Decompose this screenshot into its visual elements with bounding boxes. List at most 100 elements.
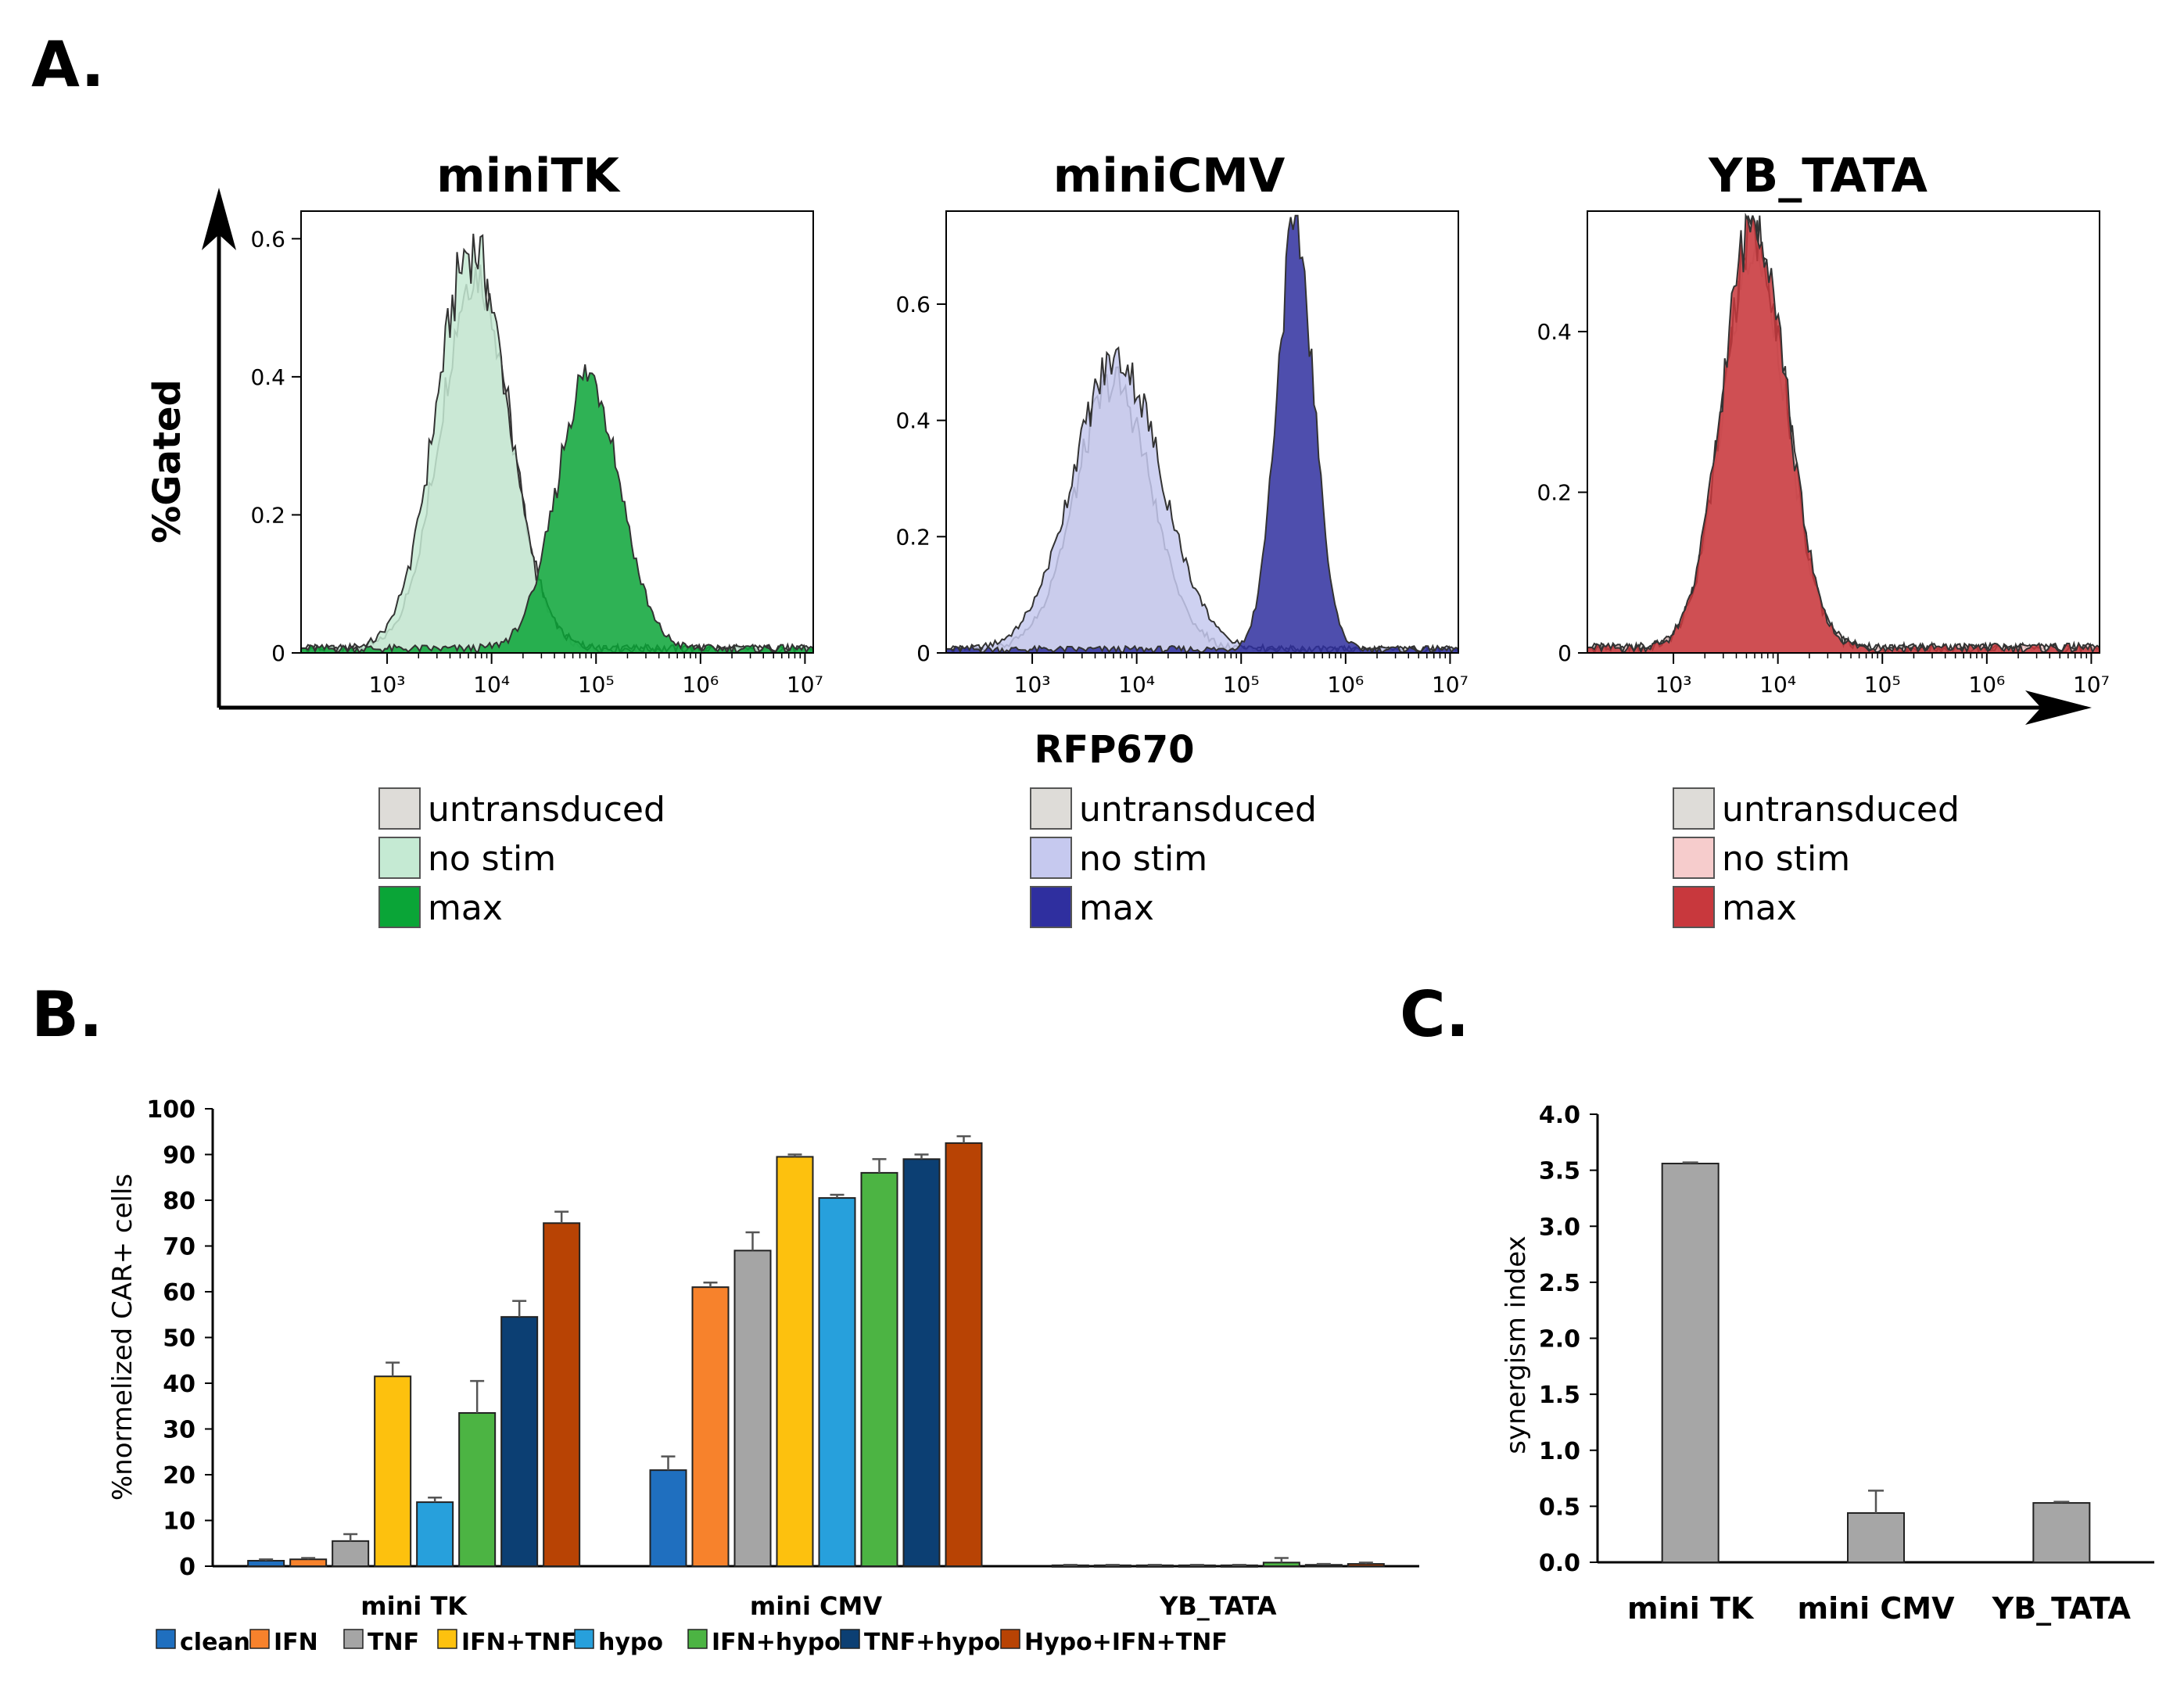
legend-swatch-untransduced	[1030, 787, 1072, 830]
bar-b-y-tick-label: 70	[163, 1234, 195, 1261]
histogram-title: miniTK	[436, 149, 621, 203]
x-tick-label: 10⁶	[1968, 672, 2005, 697]
bar-b-y-tick-label: 50	[163, 1325, 195, 1353]
bar-c-ylabel: synergism index	[1501, 1235, 1532, 1454]
y-tick-label: 0.4	[250, 364, 285, 390]
bar-b-category-yb-tata: YB_TATA	[1159, 1591, 1277, 1621]
panel-label-b: B.	[31, 978, 102, 1051]
bar-c-y-tick-label: 4.0	[1539, 1102, 1580, 1129]
histogram-title: miniCMV	[1053, 149, 1286, 203]
x-tick-label: 10⁷	[2073, 672, 2110, 697]
y-tick-label: 0.2	[895, 524, 931, 550]
bar-c-y-tick-label: 1.0	[1539, 1438, 1580, 1465]
bar-mini-cmv-ifn-hypo	[860, 1171, 898, 1568]
legend-swatch-max	[1673, 886, 1715, 928]
y-tick-label: 0.6	[250, 226, 285, 252]
legend-label-max: max	[428, 888, 503, 928]
bar-c-y-tick-label: 3.0	[1539, 1214, 1580, 1241]
histogram-series-max	[1587, 212, 2100, 653]
x-tick-label: 10⁵	[1864, 672, 1901, 697]
bar-c-y-tick-label: 1.5	[1539, 1382, 1580, 1409]
bar-mini-cmv-tnf-hypo	[902, 1158, 941, 1567]
bar-b-y-tick-label: 10	[163, 1508, 195, 1536]
bar-c-category-mini-tk: mini TK	[1627, 1591, 1755, 1626]
bar-c-category-mini-cmv: mini CMV	[1797, 1591, 1955, 1626]
bar-b-legend-swatch-ifn	[249, 1629, 270, 1649]
bar-mini-cmv-ifn	[691, 1286, 730, 1568]
bar-b-legend-label-clean: clean	[180, 1629, 250, 1656]
legend-swatch-no-stim	[1673, 837, 1715, 879]
bar-b-y-tick-label: 40	[163, 1371, 195, 1398]
legend-swatch-max	[1030, 886, 1072, 928]
legend-swatch-no-stim	[1030, 837, 1072, 879]
bar-mini-tk-ifn-hypo	[458, 1412, 497, 1568]
bar-b-y-tick-label: 60	[163, 1279, 195, 1307]
bar-b-legend-label-tnf: TNF	[368, 1629, 419, 1656]
histogram-series-max	[301, 364, 813, 653]
histogram-series-max	[946, 214, 1458, 653]
bar-b-ylabel: %normelized CAR+ cells	[107, 1174, 138, 1501]
bar-b-legend-swatch-hypo-ifn-tnf	[1000, 1629, 1020, 1649]
bar-c-mini-tk	[1661, 1163, 1720, 1564]
legend-swatch-max	[378, 886, 421, 928]
bar-mini-cmv-clean	[649, 1469, 687, 1568]
panel-label-a: A.	[31, 28, 105, 101]
bar-mini-tk-clean	[247, 1559, 285, 1567]
bar-yb-tata-ifn-hypo	[1262, 1562, 1300, 1567]
bar-b-legend-label-hypo: hypo	[598, 1629, 663, 1656]
bar-b-legend-swatch-tnf	[343, 1629, 364, 1649]
bar-b-y-tick-label: 100	[146, 1096, 195, 1124]
x-tick-label: 10⁴	[1759, 672, 1796, 697]
legend-label-max: max	[1722, 888, 1797, 928]
x-tick-label: 10³	[1014, 672, 1051, 697]
y-tick-label: 0.4	[895, 408, 931, 434]
y-tick-label: 0	[271, 640, 285, 666]
bar-b-legend-label-hypo-ifn-tnf: Hypo+IFN+TNF	[1024, 1629, 1228, 1656]
panel-a-xlabel: RFP670	[1034, 728, 1194, 772]
legend-label-max: max	[1079, 888, 1154, 928]
legend-label-untransduced: untransduced	[1079, 790, 1317, 830]
bar-b-legend-swatch-tnf-hypo	[840, 1629, 860, 1649]
legend-swatch-no-stim	[378, 837, 421, 879]
bar-mini-cmv-tnf	[733, 1250, 772, 1567]
histogram-frame	[300, 210, 814, 654]
bar-mini-tk-tnf	[332, 1540, 370, 1567]
bar-chart-c: 0.0 0.5 1.0 1.5 2.0 2.5 3.0 3.5 4.0 synergism ind…	[1501, 1102, 2154, 1626]
bar-mini-cmv-ifn-tnf	[776, 1156, 814, 1568]
bar-b-legend-swatch-ifn-tnf	[437, 1629, 457, 1649]
bar-b-category-mini-tk: mini TK	[360, 1591, 468, 1621]
legend-swatch-untransduced	[1673, 787, 1715, 830]
legend-minicmv: untransduced no stim max	[1030, 787, 1317, 928]
bar-yb-tata-tnf-hypo	[1304, 1564, 1343, 1568]
panel-label-c: C.	[1400, 978, 1469, 1051]
bar-b-y-tick-label: 90	[163, 1142, 195, 1170]
legend-minitk: untransduced no stim max	[378, 787, 665, 928]
histogram-frame	[1587, 210, 2100, 654]
bar-c-y-tick-label: 2.5	[1539, 1270, 1580, 1297]
bar-c-y-tick-label: 3.5	[1539, 1158, 1580, 1185]
bar-b-legend-swatch-hypo	[574, 1629, 594, 1649]
legend-yb-tata: untransduced no stim max	[1673, 787, 1960, 928]
y-tick-label: 0.6	[895, 292, 931, 317]
y-tick-label: 0	[1558, 640, 1572, 666]
legend-label-no-stim: no stim	[428, 839, 556, 879]
legend-swatch-untransduced	[378, 787, 421, 830]
bar-mini-cmv-hypo-ifn-tnf	[945, 1142, 983, 1567]
y-tick-label: 0.4	[1537, 319, 1572, 345]
x-tick-label: 10⁴	[473, 672, 510, 697]
bar-mini-cmv-hypo	[818, 1197, 856, 1567]
x-tick-label: 10⁷	[1432, 672, 1469, 697]
bar-c-category-yb-tata: YB_TATA	[1992, 1591, 2132, 1626]
x-tick-label: 10⁵	[1223, 672, 1260, 697]
bar-c-yb-tata	[2032, 1502, 2091, 1564]
bar-mini-tk-ifn-tnf	[374, 1375, 412, 1567]
y-tick-label: 0.2	[1537, 480, 1572, 506]
bar-b-legend-label-ifn-tnf: IFN+TNF	[461, 1629, 577, 1656]
bar-mini-tk-tnf-hypo	[500, 1316, 539, 1568]
x-tick-label: 10⁶	[682, 672, 719, 697]
x-tick-label: 10³	[369, 672, 406, 697]
x-tick-label: 10⁷	[787, 672, 823, 697]
histogram-plot	[1587, 212, 2100, 653]
